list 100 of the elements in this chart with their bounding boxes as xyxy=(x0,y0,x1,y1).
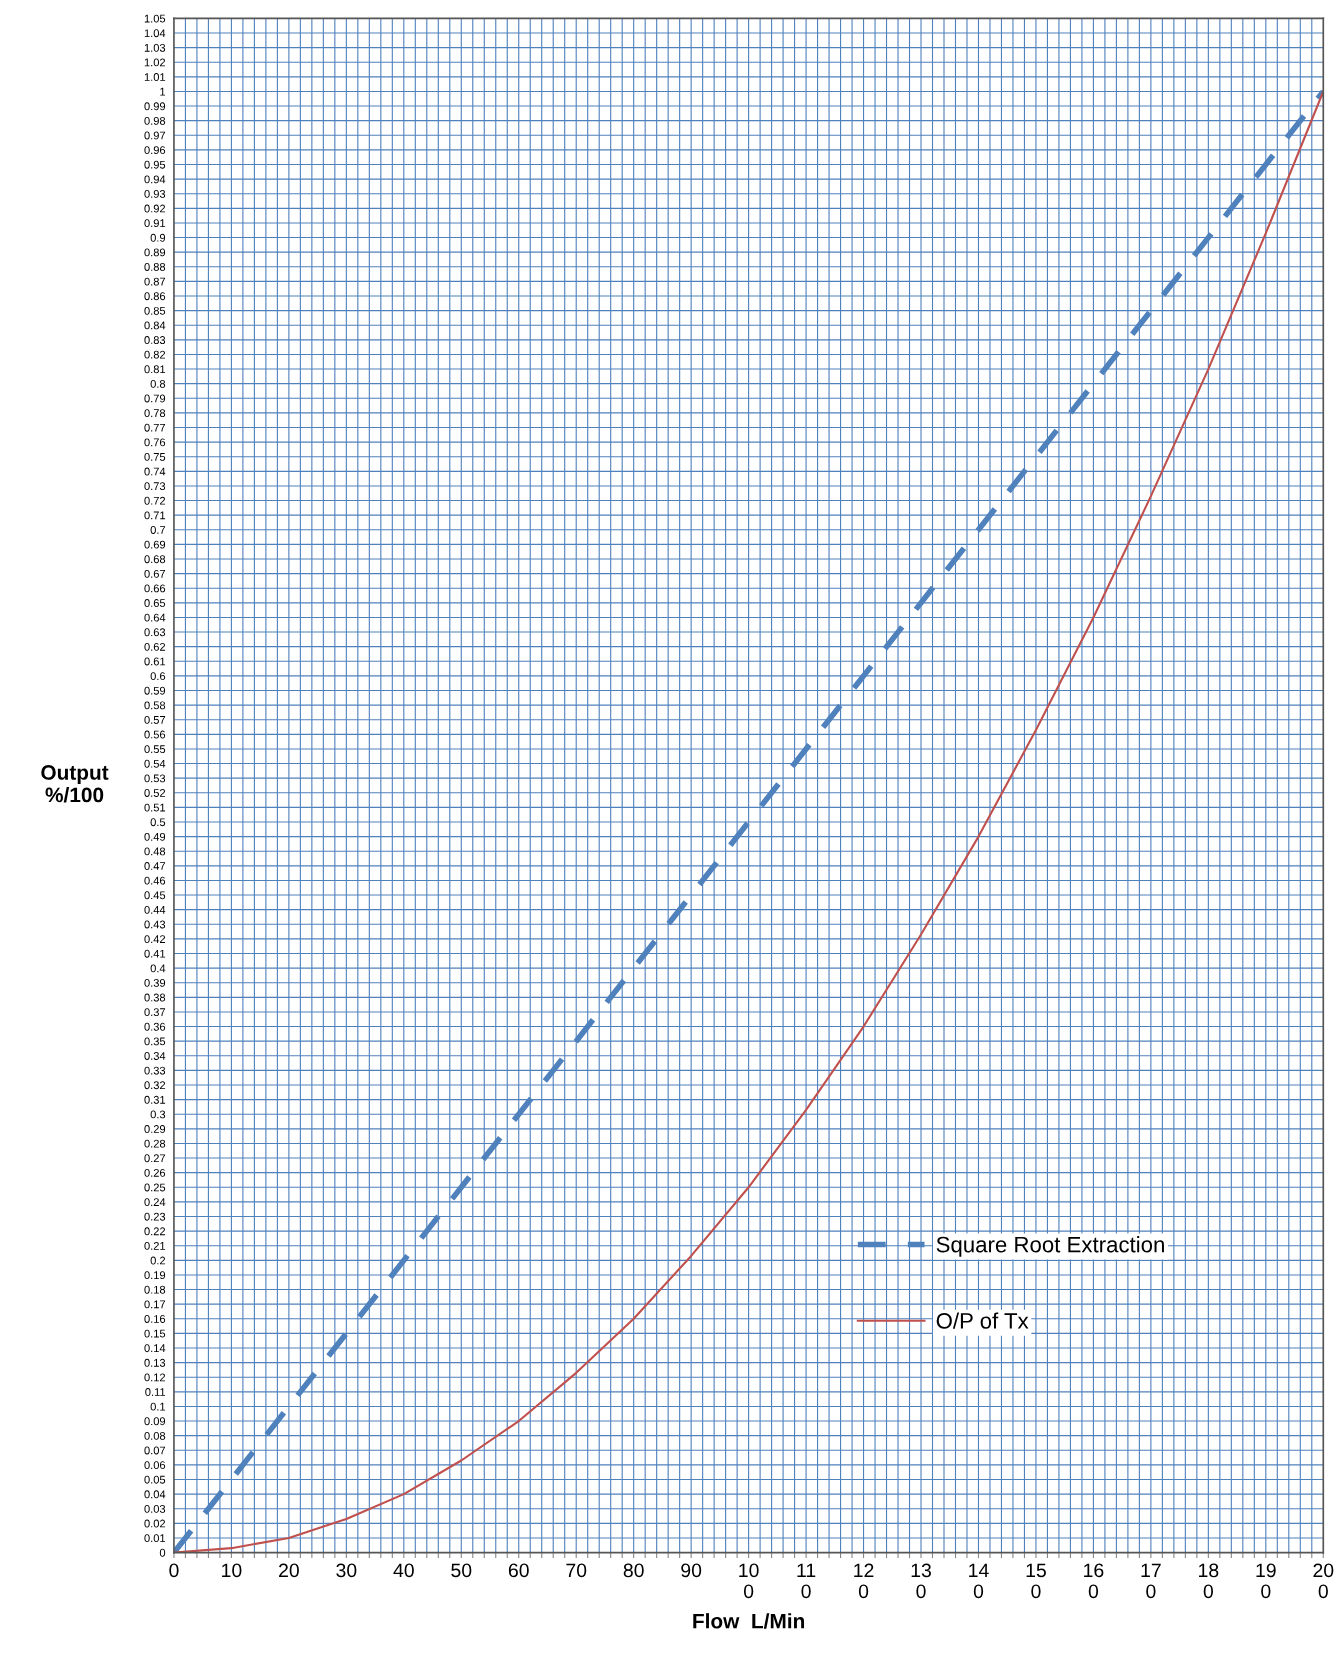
y-tick-label: 0.69 xyxy=(144,540,166,549)
y-tick-label: 0.48 xyxy=(144,847,166,856)
y-tick-label: 0.52 xyxy=(144,789,166,797)
y-tick-label: 0.66 xyxy=(144,584,166,593)
y-tick-label: 0.04 xyxy=(144,1490,166,1499)
y-tick-label: 0.8 xyxy=(150,379,166,388)
x-tick-label: 20 0 xyxy=(1313,1563,1334,1599)
y-tick-label: 1.03 xyxy=(144,43,166,52)
y-tick-label: 0.83 xyxy=(144,336,166,344)
y-tick-label: 0.25 xyxy=(144,1183,166,1192)
y-tick-label: 1 xyxy=(160,87,166,96)
y-tick-label: 0.49 xyxy=(144,832,166,841)
y-tick-label: 0.82 xyxy=(144,350,166,359)
x-tick-label: 15 0 xyxy=(1026,1563,1046,1599)
y-tick-label: 0.86 xyxy=(144,292,166,301)
y-tick-label: 0.07 xyxy=(144,1446,166,1455)
y-tick-label: 1.05 xyxy=(144,14,166,23)
y-tick-label: 0.63 xyxy=(144,628,166,637)
y-tick-label: 0.54 xyxy=(144,759,166,768)
y-tick-label: 0.43 xyxy=(144,920,166,929)
y-tick-label: 0.11 xyxy=(145,1388,166,1396)
y-tick-label: 0.36 xyxy=(144,1022,166,1031)
y-tick-label: 0.51 xyxy=(144,803,166,812)
y-tick-label: 0.28 xyxy=(144,1139,166,1148)
x-tick-label: 20 xyxy=(279,1563,299,1578)
y-tick-label: 0.85 xyxy=(144,306,166,315)
y-tick-label: 0.96 xyxy=(144,146,166,155)
y-tick-label: 1.04 xyxy=(144,29,166,38)
y-tick-label: 0.4 xyxy=(150,964,166,973)
y-tick-label: 0.73 xyxy=(144,482,166,491)
y-axis-title: Output %/100 xyxy=(41,765,109,803)
y-tick-label: 0.67 xyxy=(144,569,166,578)
y-tick-label: 0.76 xyxy=(144,438,166,447)
y-tick-label: 0.97 xyxy=(144,131,166,140)
y-tick-label: 0.24 xyxy=(144,1198,166,1207)
y-tick-label: 0.3 xyxy=(150,1110,166,1119)
y-tick-label: 0.89 xyxy=(144,248,166,257)
y-tick-label: 0.41 xyxy=(144,949,166,958)
legend-label: Square Root Extraction xyxy=(936,1236,1164,1257)
y-tick-label: 0.18 xyxy=(144,1285,166,1294)
y-tick-label: 0.08 xyxy=(144,1431,166,1440)
y-tick-label: 0.06 xyxy=(144,1461,166,1470)
y-tick-label: 0.14 xyxy=(144,1344,166,1353)
y-tick-label: 0.95 xyxy=(144,160,166,169)
y-tick-label: 0.56 xyxy=(144,730,166,739)
y-tick-label: 0.38 xyxy=(144,993,166,1002)
y-tick-label: 0.31 xyxy=(144,1095,166,1104)
x-tick-label: 13 0 xyxy=(911,1563,931,1599)
y-tick-label: 0.53 xyxy=(144,774,166,783)
y-tick-label: 0.55 xyxy=(144,745,166,754)
y-tick-label: 0.91 xyxy=(144,219,166,228)
y-tick-label: 0.19 xyxy=(144,1271,166,1280)
y-tick-label: 0.57 xyxy=(144,715,166,724)
y-tick-label: 0.61 xyxy=(144,657,166,666)
y-tick-label: 0.16 xyxy=(144,1315,166,1323)
y-tick-label: 0.22 xyxy=(144,1227,166,1236)
y-tick-label: 0.81 xyxy=(144,365,166,374)
y-tick-label: 0.05 xyxy=(144,1475,166,1484)
y-tick-label: 0.34 xyxy=(144,1052,166,1060)
x-tick-label: 10 xyxy=(222,1563,242,1578)
x-tick-label: 19 0 xyxy=(1256,1563,1276,1599)
x-tick-label: 80 xyxy=(623,1563,644,1578)
y-tick-label: 0.98 xyxy=(144,116,166,125)
y-tick-label: 0.27 xyxy=(144,1154,166,1163)
y-tick-label: 0.01 xyxy=(144,1534,166,1543)
y-tick-label: 0.6 xyxy=(150,672,166,681)
y-tick-label: 0.26 xyxy=(144,1168,166,1177)
x-tick-label: 0 xyxy=(169,1563,179,1578)
y-tick-label: 0.68 xyxy=(144,555,166,564)
y-tick-label: 0.65 xyxy=(144,599,166,607)
y-tick-label: 1.01 xyxy=(144,73,166,81)
y-tick-label: 0.37 xyxy=(144,1008,166,1017)
y-tick-label: 0.44 xyxy=(144,905,166,914)
x-tick-label: 11 0 xyxy=(797,1563,816,1599)
y-tick-label: 0.92 xyxy=(144,204,166,213)
y-tick-label: 0.7 xyxy=(150,526,166,534)
x-tick-label: 16 0 xyxy=(1084,1563,1104,1599)
x-tick-label: 10 0 xyxy=(739,1563,759,1599)
x-tick-label: 30 xyxy=(336,1563,357,1578)
y-tick-label: 0.72 xyxy=(144,496,166,505)
y-tick-label: 0.93 xyxy=(144,190,166,198)
y-tick-label: 0.94 xyxy=(144,175,166,184)
y-tick-label: 0.88 xyxy=(144,263,166,271)
y-tick-label: 0.17 xyxy=(144,1300,166,1309)
y-tick-label: 0.33 xyxy=(144,1066,166,1075)
y-tick-label: 0.32 xyxy=(144,1081,166,1090)
y-tick-label: 0.75 xyxy=(144,453,166,461)
y-tick-label: 0.1 xyxy=(150,1402,166,1411)
y-tick-label: 0.13 xyxy=(144,1358,166,1367)
x-tick-label: 17 0 xyxy=(1141,1563,1161,1599)
x-tick-label: 50 xyxy=(451,1563,472,1578)
y-tick-label: 0.2 xyxy=(150,1256,166,1265)
x-tick-label: 90 xyxy=(681,1563,702,1578)
y-tick-label: 0.62 xyxy=(144,642,166,651)
y-tick-label: 0.71 xyxy=(144,511,166,520)
x-tick-label: 14 0 xyxy=(969,1563,989,1599)
y-tick-label: 0.74 xyxy=(144,467,166,476)
y-tick-label: 0.5 xyxy=(150,818,166,827)
y-tick-label: 0.21 xyxy=(144,1241,166,1250)
y-tick-label: 0 xyxy=(159,1548,166,1557)
